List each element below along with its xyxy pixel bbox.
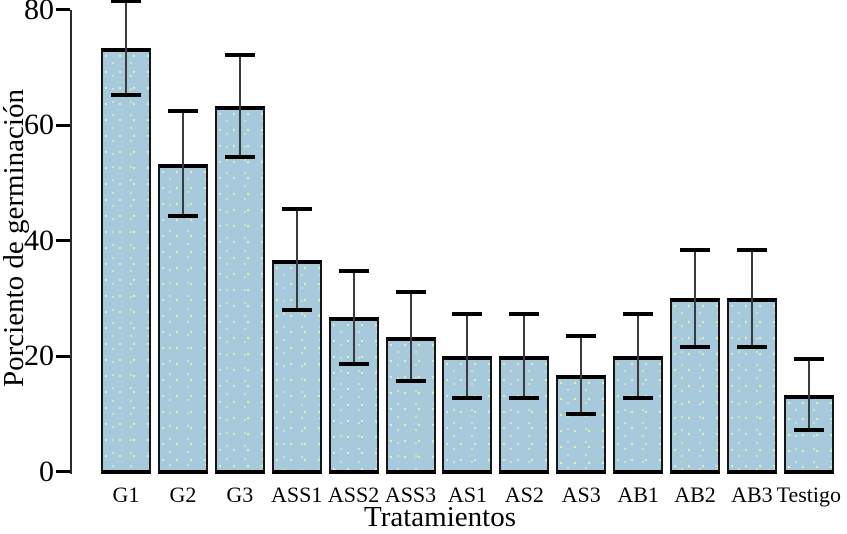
error-bar-line-AS1 (466, 313, 469, 399)
y-tick-mark-80 (56, 8, 70, 11)
error-cap-bottom-AB3 (736, 344, 767, 349)
bar-AS1 (442, 356, 493, 474)
error-cap-bottom-AS2 (509, 396, 540, 401)
error-bar-line-AS2 (523, 313, 526, 399)
error-cap-top-G1 (111, 0, 141, 4)
error-bar-line-ASS1 (295, 208, 298, 311)
error-cap-bottom-ASS1 (281, 308, 312, 313)
error-cap-top-ASS1 (281, 206, 312, 211)
error-bar-line-G3 (238, 55, 241, 157)
error-cap-top-AB3 (736, 247, 767, 252)
error-cap-top-ASS3 (395, 290, 426, 295)
error-cap-top-AS1 (452, 311, 483, 316)
x-category-label-G3: G3 (226, 482, 254, 507)
error-cap-bottom-G3 (224, 154, 255, 159)
y-axis-line (70, 9, 72, 474)
error-bar-line-ASS2 (352, 270, 355, 365)
error-cap-top-AB2 (680, 247, 710, 252)
error-cap-top-AB1 (623, 311, 654, 316)
y-tick-mark-20 (56, 354, 70, 358)
x-category-label-AS2: AS2 (504, 482, 544, 507)
error-cap-bottom-G1 (111, 92, 141, 97)
bar-ASS2 (328, 317, 379, 474)
y-tick-label-0: 0 (39, 454, 54, 488)
error-bar-line-AS3 (580, 335, 583, 415)
error-cap-bottom-Testigo (793, 428, 824, 433)
x-category-label-ASS3: ASS3 (384, 482, 437, 507)
error-bar-line-G1 (125, 1, 127, 95)
error-cap-bottom-AS3 (566, 412, 597, 417)
error-cap-bottom-ASS2 (338, 362, 369, 367)
error-bar-line-ASS3 (409, 292, 412, 382)
error-cap-bottom-AS1 (452, 396, 483, 401)
bar-G3 (214, 105, 265, 474)
error-cap-bottom-ASS3 (395, 379, 426, 384)
error-cap-bottom-AB1 (623, 396, 654, 401)
error-cap-top-AS3 (566, 333, 597, 338)
x-category-label-ASS1: ASS1 (271, 482, 323, 507)
error-bar-line-G2 (181, 111, 184, 217)
y-tick-mark-40 (56, 239, 70, 242)
error-bar-line-Testigo (807, 358, 810, 431)
y-tick-mark-60 (56, 123, 70, 127)
x-category-label-AS3: AS3 (561, 482, 601, 507)
error-cap-bottom-G2 (167, 214, 198, 219)
x-category-label-AB3: AB3 (731, 482, 773, 507)
y-tick-mark-0 (56, 470, 70, 473)
y-tick-label-20: 20 (24, 339, 54, 372)
error-bar-line-AB1 (637, 313, 640, 399)
x-axis-title: Tratamientos (364, 501, 516, 533)
y-tick-label-80: 80 (24, 0, 54, 26)
error-bar-line-AB2 (694, 249, 696, 347)
x-category-label-G2: G2 (169, 482, 197, 507)
error-cap-top-ASS2 (338, 268, 369, 273)
x-category-label-ASS2: ASS2 (327, 482, 380, 507)
error-bar-line-AB3 (750, 249, 753, 347)
x-category-label-G1: G1 (112, 482, 140, 507)
bar-G1 (101, 48, 151, 474)
x-category-label-AB1: AB1 (617, 482, 659, 507)
x-category-label-AB2: AB2 (674, 482, 716, 507)
error-cap-top-AS2 (509, 311, 540, 316)
error-cap-bottom-AB2 (680, 344, 710, 349)
error-cap-top-Testigo (793, 356, 824, 361)
y-tick-label-60: 60 (24, 108, 54, 141)
x-category-label-Testigo: Testigo (776, 482, 842, 507)
y-tick-label-40: 40 (24, 223, 54, 257)
error-cap-top-G2 (167, 109, 198, 114)
error-cap-top-G3 (224, 53, 255, 58)
x-category-label-AS1: AS1 (447, 482, 487, 507)
